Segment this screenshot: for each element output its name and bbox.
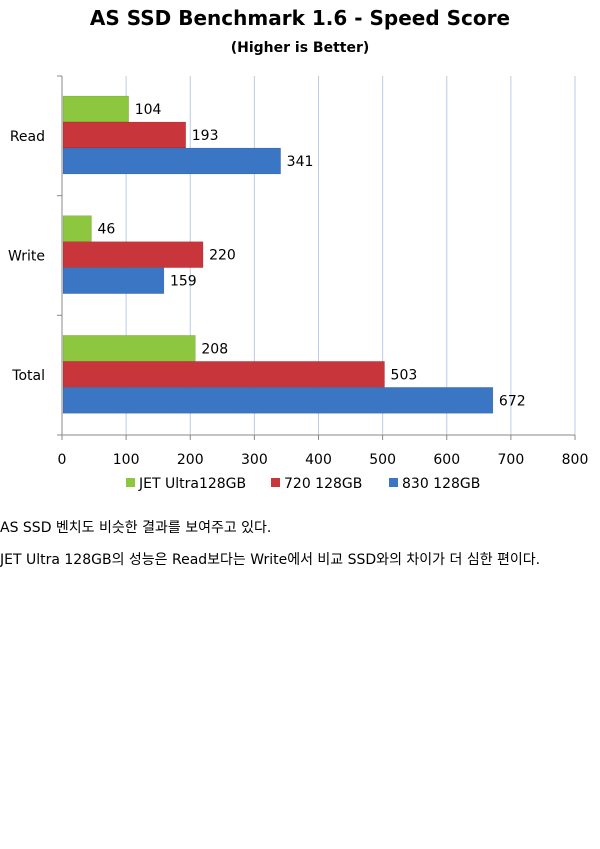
bar	[62, 147, 281, 175]
data-label: 46	[97, 222, 115, 238]
data-label: 104	[135, 102, 162, 118]
x-tick-label: 800	[562, 452, 589, 468]
article-paragraph: AS SSD 벤치도 비슷한 결과를 보여주고 있다.	[0, 520, 272, 536]
bar	[62, 267, 165, 294]
x-tick-label: 500	[369, 452, 396, 468]
data-label: 220	[209, 248, 236, 264]
x-tick-label: 700	[498, 452, 525, 468]
data-label: 159	[170, 274, 197, 290]
bar	[62, 241, 204, 268]
legend-label: 720 128GB	[284, 476, 362, 492]
bar	[62, 121, 187, 149]
bar	[62, 387, 494, 414]
data-label: 193	[192, 128, 219, 144]
x-tick-label: 0	[58, 452, 67, 468]
data-label: 672	[499, 393, 526, 409]
data-label: 341	[287, 154, 314, 170]
x-tick-label: 100	[113, 452, 140, 468]
chart-title: AS SSD Benchmark 1.6 - Speed Score	[89, 6, 511, 30]
legend-swatch	[126, 478, 135, 487]
legend-swatch	[389, 478, 398, 487]
category-label: Total	[11, 368, 45, 384]
bar-chart: 0 100 200 300 400 500 600 700 800 Read 104 193 341 Wr…	[8, 75, 589, 492]
bar	[62, 361, 385, 388]
x-tick-label: 400	[305, 452, 332, 468]
category-label: Read	[10, 129, 45, 145]
legend-swatch	[271, 478, 280, 487]
data-label: 503	[391, 367, 418, 383]
x-tick-label: 600	[433, 452, 460, 468]
article-paragraph: JET Ultra 128GB의 성능은 Read보다는 Write에서 비교 …	[0, 552, 541, 568]
x-tick-label: 300	[241, 452, 268, 468]
category-label: Write	[8, 249, 45, 265]
legend-label: 830 128GB	[402, 476, 480, 492]
data-label: 208	[201, 341, 228, 357]
bar	[62, 215, 92, 242]
legend-label: JET Ultra128GB	[138, 476, 246, 492]
bar	[62, 335, 196, 362]
x-tick-label: 200	[177, 452, 204, 468]
chart-subtitle: (Higher is Better)	[230, 40, 370, 56]
bar	[62, 95, 129, 123]
